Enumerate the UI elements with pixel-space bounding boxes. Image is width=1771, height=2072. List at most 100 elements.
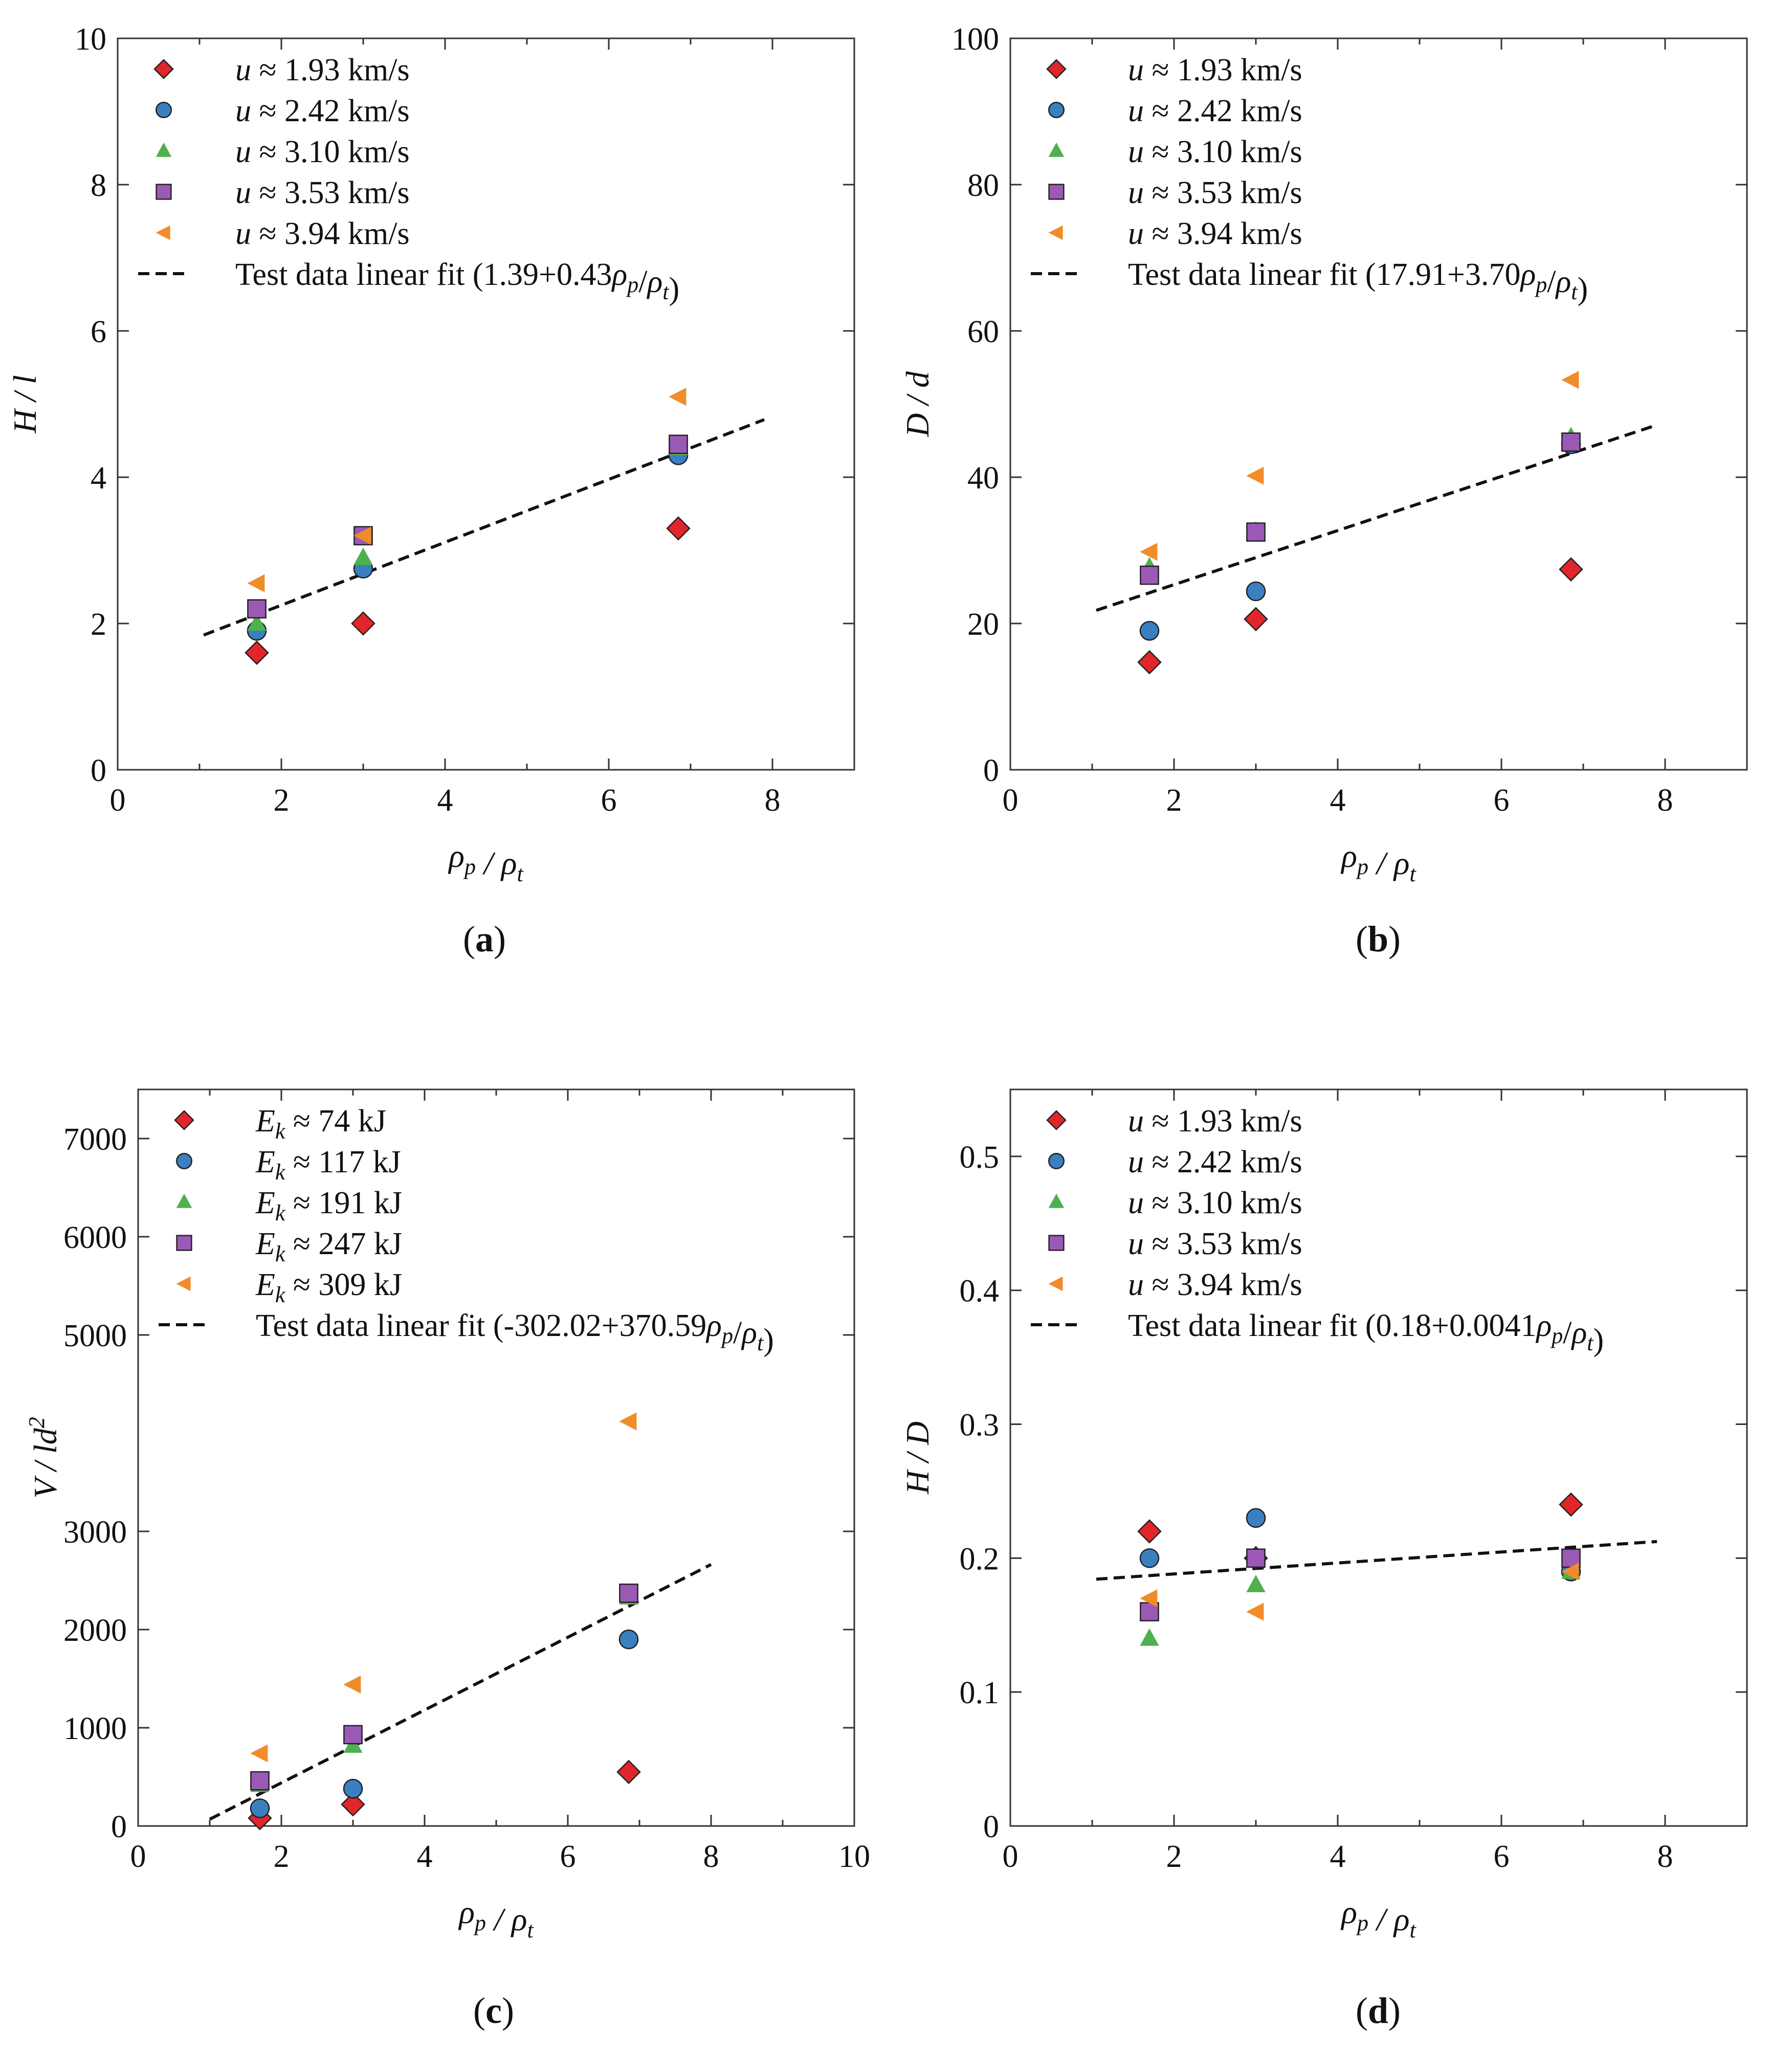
legend-marker: [1048, 1235, 1065, 1251]
legend-fit-label: Test data linear fit (17.91+3.70ρp/ρt): [1128, 257, 1588, 306]
legend-marker: [1046, 59, 1067, 79]
data-point: [1139, 1548, 1160, 1568]
x-tick-label: 6: [1494, 783, 1510, 818]
y-tick-label: 0.2: [960, 1542, 1000, 1576]
data-point: [1246, 466, 1264, 485]
panel-letter: b: [1367, 919, 1389, 960]
y-axis-label: H / D: [899, 1421, 936, 1495]
y-axis-label: D / d: [899, 371, 936, 437]
legend-marker: [156, 142, 172, 157]
y-tick-label: 0: [983, 753, 999, 788]
y-tick-label: 6: [91, 315, 106, 349]
x-tick-label: 6: [1494, 1839, 1510, 1874]
data-point: [341, 1792, 365, 1817]
series-2: [1140, 1561, 1581, 1646]
panel-caption-c: (c): [473, 1990, 514, 2031]
legend-marker: [1048, 142, 1065, 157]
plot-area: [1009, 37, 1748, 771]
x-tick: 4: [1330, 1089, 1346, 1874]
series-4: [247, 388, 687, 592]
x-tick: 4: [437, 38, 453, 818]
legend-label: u ≈ 3.53 km/s: [1128, 175, 1302, 210]
legend-label: u ≈ 3.94 km/s: [1128, 216, 1302, 251]
data-point: [343, 1778, 363, 1799]
legend-label: u ≈ 2.42 km/s: [235, 94, 410, 128]
y-tick: 2000: [63, 1613, 854, 1648]
legend-entry: u ≈ 2.42 km/s: [1048, 94, 1302, 128]
series-1: [250, 1629, 639, 1818]
legend-label: Ek ≈ 74 kJ: [255, 1104, 386, 1144]
data-point: [1561, 432, 1581, 452]
legend-marker: [1048, 1193, 1065, 1208]
legend-label: u ≈ 3.10 km/s: [235, 135, 410, 169]
data-point: [1140, 1628, 1159, 1646]
data-point: [1137, 1519, 1162, 1544]
series-0: [1137, 557, 1583, 675]
fit-line: [209, 1563, 712, 1821]
legend-label: u ≈ 3.94 km/s: [235, 216, 410, 251]
x-tick: 8: [1657, 38, 1673, 818]
y-tick-label: 0.5: [960, 1140, 1000, 1175]
legend-label: u ≈ 2.42 km/s: [1128, 1145, 1302, 1179]
y-tick: 4: [91, 461, 854, 496]
y-tick-label: 0.3: [960, 1408, 1000, 1443]
x-tick: 6: [1494, 1089, 1510, 1874]
y-tick: 0.5: [960, 1140, 1747, 1175]
x-tick-label: 8: [1657, 1839, 1673, 1874]
legend-entry: Ek ≈ 309 kJ: [176, 1267, 402, 1307]
series-3: [250, 1584, 638, 1791]
panel-caption-a: (a): [463, 919, 506, 960]
data-point: [1140, 543, 1158, 561]
legend-label: u ≈ 1.93 km/s: [1128, 1104, 1302, 1139]
x-tick: 8: [765, 38, 781, 818]
legend-entry: u ≈ 1.93 km/s: [1046, 53, 1302, 87]
y-tick-label: 10: [75, 22, 106, 57]
y-tick: 60: [967, 315, 1747, 349]
legend-entry: Ek ≈ 247 kJ: [176, 1227, 402, 1266]
legend-marker: [156, 184, 172, 200]
legend-entry: Ek ≈ 74 kJ: [174, 1104, 386, 1144]
fit-line: [1096, 424, 1657, 612]
x-tick-label: 0: [110, 783, 126, 818]
y-tick: 0.4: [960, 1274, 1747, 1309]
x-tick-label: 2: [1166, 1839, 1182, 1874]
x-tick-label: 6: [601, 783, 617, 818]
legend-entry: u ≈ 3.53 km/s: [156, 175, 410, 210]
legend-entry-fit: Test data linear fit (-302.02+370.59ρp/ρ…: [159, 1308, 774, 1357]
data-point: [250, 1771, 270, 1791]
y-tick: 40: [967, 461, 1747, 496]
data-point: [250, 1744, 268, 1763]
y-tick: 0: [983, 753, 1747, 788]
data-point: [353, 526, 371, 545]
data-point: [1244, 607, 1268, 632]
panel-letter: d: [1367, 1990, 1389, 2031]
legend-label: u ≈ 1.93 km/s: [235, 53, 410, 87]
series-3: [1140, 1548, 1581, 1621]
y-tick-label: 60: [967, 315, 999, 349]
y-tick: 0: [111, 1810, 854, 1844]
legend-label: u ≈ 3.53 km/s: [1128, 1227, 1302, 1261]
legend-entry-fit: Test data linear fit (0.18+0.0041ρp/ρt): [1031, 1308, 1604, 1357]
y-tick: 2: [91, 607, 854, 642]
y-axis-label: H / l: [7, 375, 43, 434]
legend-marker: [153, 59, 174, 79]
legend-fit-label: Test data linear fit (0.18+0.0041ρp/ρt): [1128, 1308, 1604, 1357]
y-tick: 0.1: [960, 1676, 1747, 1710]
x-tick-label: 0: [130, 1839, 146, 1874]
y-tick-label: 40: [967, 461, 999, 496]
y-tick-label: 0.4: [960, 1274, 1000, 1309]
legend-marker: [1048, 184, 1065, 200]
legend: u ≈ 1.93 km/s u ≈ 2.42 km/s u ≈ 3.10 km/s u…: [1031, 53, 1588, 306]
y-tick-label: 1000: [63, 1711, 127, 1746]
plot-area: [1009, 1088, 1748, 1827]
panel-letter: c: [485, 1990, 502, 2031]
legend-entry: u ≈ 3.53 km/s: [1048, 1227, 1302, 1261]
data-point: [1246, 1508, 1266, 1528]
legend-label: u ≈ 3.94 km/s: [1128, 1267, 1302, 1302]
data-point: [1246, 1602, 1264, 1621]
x-tick-label: 8: [703, 1839, 719, 1874]
data-point: [247, 613, 267, 631]
x-tick: 10: [838, 1089, 870, 1874]
